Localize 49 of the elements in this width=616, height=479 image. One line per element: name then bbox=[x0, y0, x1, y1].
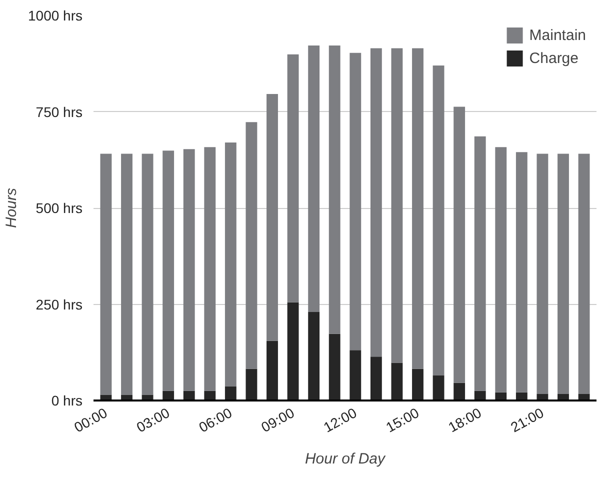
bar bbox=[246, 368, 258, 400]
bar bbox=[142, 154, 154, 395]
bar bbox=[350, 350, 362, 400]
y-tick-label: 1000 hrs bbox=[28, 8, 82, 24]
y-tick-label: 750 hrs bbox=[36, 104, 83, 120]
bar bbox=[224, 386, 236, 400]
bar bbox=[121, 154, 132, 395]
bar bbox=[454, 106, 466, 383]
x-tick-label: 06:00 bbox=[196, 404, 235, 436]
y-tick-label: 0 hrs bbox=[51, 392, 82, 408]
bar bbox=[287, 54, 299, 302]
bar bbox=[204, 147, 216, 391]
bar bbox=[224, 142, 236, 386]
legend-label: Charge bbox=[529, 50, 578, 66]
bar bbox=[516, 152, 528, 392]
bar bbox=[350, 52, 362, 350]
x-tick-label: 18:00 bbox=[446, 404, 484, 436]
bar bbox=[266, 340, 278, 400]
bar bbox=[162, 150, 174, 391]
bar bbox=[454, 382, 466, 400]
bar bbox=[412, 48, 424, 369]
bar bbox=[412, 368, 424, 400]
bar bbox=[391, 362, 403, 400]
y-tick-label: 250 hrs bbox=[36, 296, 83, 312]
bar bbox=[578, 154, 590, 394]
x-axis-title: Hour of Day bbox=[304, 450, 387, 468]
bar bbox=[100, 154, 112, 395]
bar bbox=[558, 154, 569, 394]
bar bbox=[474, 136, 486, 391]
bar bbox=[266, 94, 278, 341]
bar bbox=[391, 48, 403, 363]
bar bbox=[328, 46, 340, 334]
bar bbox=[246, 122, 258, 369]
x-tick-label: 09:00 bbox=[258, 404, 298, 436]
x-tick-label: 03:00 bbox=[134, 404, 172, 436]
bar bbox=[370, 48, 382, 357]
bar bbox=[183, 149, 195, 391]
bar bbox=[308, 312, 320, 400]
legend-label: Maintain bbox=[529, 26, 586, 44]
bar bbox=[308, 46, 320, 312]
bar bbox=[495, 147, 507, 392]
y-axis-title: Hours bbox=[3, 187, 20, 228]
bar bbox=[287, 302, 299, 400]
bar bbox=[328, 334, 340, 400]
bar bbox=[370, 356, 382, 400]
bar bbox=[536, 154, 548, 394]
y-tick-label: 500 hrs bbox=[36, 200, 83, 216]
bar bbox=[432, 66, 444, 376]
bar bbox=[432, 375, 444, 400]
